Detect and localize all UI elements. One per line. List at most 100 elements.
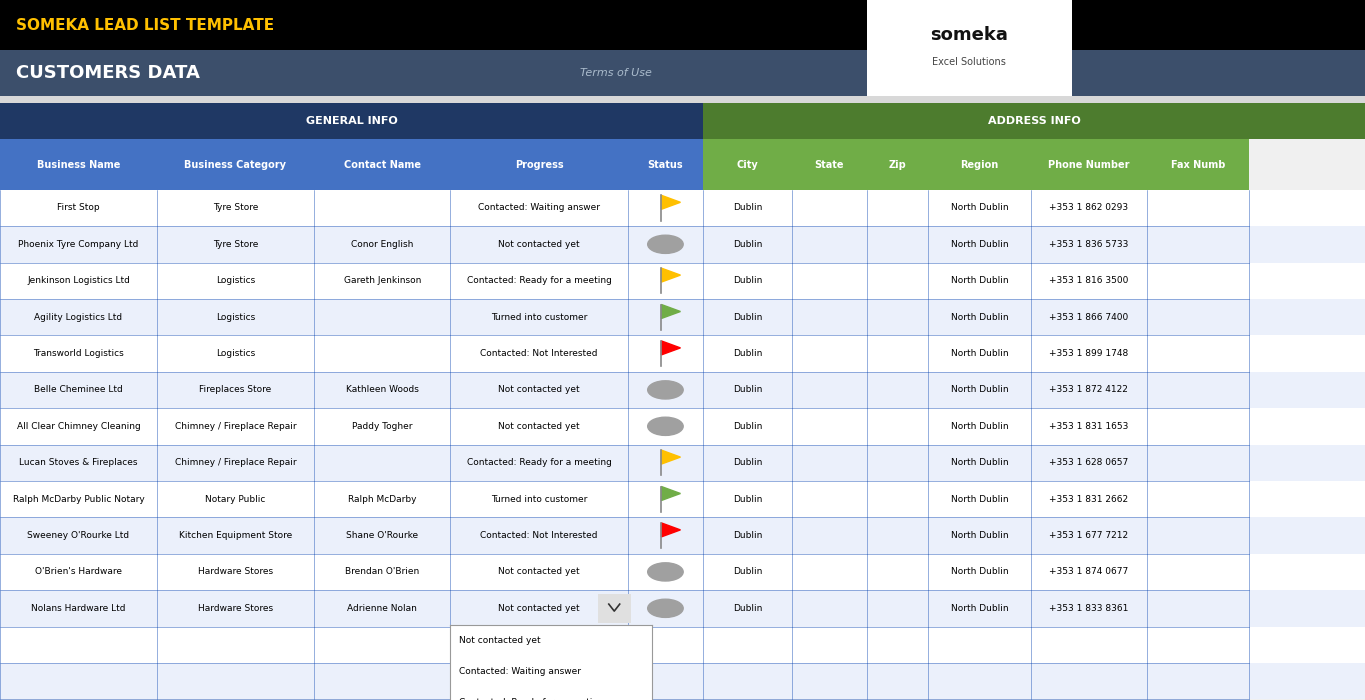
Text: Dublin: Dublin: [733, 276, 762, 285]
Text: City: City: [737, 160, 758, 169]
Text: Belle Cheminee Ltd: Belle Cheminee Ltd: [34, 386, 123, 394]
Polygon shape: [662, 195, 681, 209]
FancyBboxPatch shape: [0, 96, 1365, 103]
FancyBboxPatch shape: [867, 139, 928, 190]
Text: Region: Region: [960, 160, 999, 169]
Text: Kathleen Woods: Kathleen Woods: [345, 386, 419, 394]
Text: Contacted: Waiting answer: Contacted: Waiting answer: [459, 667, 580, 676]
FancyBboxPatch shape: [928, 139, 1031, 190]
Text: Not contacted yet: Not contacted yet: [498, 422, 580, 430]
FancyBboxPatch shape: [598, 594, 631, 623]
Text: Not contacted yet: Not contacted yet: [459, 636, 541, 645]
Text: Dublin: Dublin: [733, 204, 762, 212]
Text: Dublin: Dublin: [733, 386, 762, 394]
Text: Phone Number: Phone Number: [1048, 160, 1129, 169]
Text: Jenkinson Logistics Ltd: Jenkinson Logistics Ltd: [27, 276, 130, 285]
Polygon shape: [662, 486, 681, 500]
FancyBboxPatch shape: [0, 0, 1365, 50]
Text: +353 1 862 0293: +353 1 862 0293: [1050, 204, 1127, 212]
Text: Contacted: Ready for a meeting: Contacted: Ready for a meeting: [467, 276, 612, 285]
Text: Not contacted yet: Not contacted yet: [498, 386, 580, 394]
Text: Sweeney O'Rourke Ltd: Sweeney O'Rourke Ltd: [27, 531, 130, 540]
Text: North Dublin: North Dublin: [950, 422, 1009, 430]
Text: Contacted: Ready for a meeting: Contacted: Ready for a meeting: [459, 698, 603, 700]
Text: Tyre Store: Tyre Store: [213, 240, 258, 248]
Text: Nolans Hardware Ltd: Nolans Hardware Ltd: [31, 604, 126, 612]
Text: Ralph McDarby Public Notary: Ralph McDarby Public Notary: [12, 495, 145, 503]
Text: Conor English: Conor English: [351, 240, 414, 248]
Text: North Dublin: North Dublin: [950, 313, 1009, 321]
FancyBboxPatch shape: [703, 139, 792, 190]
Text: ADDRESS INFO: ADDRESS INFO: [988, 116, 1080, 126]
Text: CUSTOMERS DATA: CUSTOMERS DATA: [16, 64, 201, 82]
Text: +353 1 872 4122: +353 1 872 4122: [1050, 386, 1127, 394]
Text: Dublin: Dublin: [733, 604, 762, 612]
Text: Progress: Progress: [515, 160, 564, 169]
Text: Fax Numb: Fax Numb: [1171, 160, 1224, 169]
Text: Logistics: Logistics: [216, 276, 255, 285]
FancyBboxPatch shape: [628, 139, 703, 190]
Text: Hardware Stores: Hardware Stores: [198, 604, 273, 612]
Text: Shane O'Rourke: Shane O'Rourke: [347, 531, 418, 540]
Text: Logistics: Logistics: [216, 349, 255, 358]
Text: All Clear Chimney Cleaning: All Clear Chimney Cleaning: [16, 422, 141, 430]
Circle shape: [648, 599, 684, 617]
FancyBboxPatch shape: [0, 103, 703, 139]
FancyBboxPatch shape: [0, 517, 1365, 554]
Polygon shape: [662, 450, 681, 464]
Text: North Dublin: North Dublin: [950, 240, 1009, 248]
Text: Contact Name: Contact Name: [344, 160, 420, 169]
FancyBboxPatch shape: [157, 139, 314, 190]
Polygon shape: [662, 341, 681, 355]
Text: Not contacted yet: Not contacted yet: [498, 240, 580, 248]
Text: Business Category: Business Category: [184, 160, 287, 169]
Text: North Dublin: North Dublin: [950, 531, 1009, 540]
Text: Dublin: Dublin: [733, 349, 762, 358]
Text: GENERAL INFO: GENERAL INFO: [306, 116, 397, 126]
FancyBboxPatch shape: [0, 663, 1365, 699]
Text: Ralph McDarby: Ralph McDarby: [348, 495, 416, 503]
Text: Hardware Stores: Hardware Stores: [198, 568, 273, 576]
Text: Phoenix Tyre Company Ltd: Phoenix Tyre Company Ltd: [18, 240, 139, 248]
FancyBboxPatch shape: [0, 626, 1365, 663]
Text: North Dublin: North Dublin: [950, 458, 1009, 467]
Circle shape: [648, 381, 684, 399]
Circle shape: [648, 563, 684, 581]
Text: North Dublin: North Dublin: [950, 495, 1009, 503]
Text: Dublin: Dublin: [733, 240, 762, 248]
Text: Not contacted yet: Not contacted yet: [498, 604, 580, 612]
Text: +353 1 831 2662: +353 1 831 2662: [1050, 495, 1127, 503]
Text: North Dublin: North Dublin: [950, 204, 1009, 212]
Text: Business Name: Business Name: [37, 160, 120, 169]
FancyBboxPatch shape: [0, 408, 1365, 444]
FancyBboxPatch shape: [450, 625, 652, 700]
FancyBboxPatch shape: [0, 262, 1365, 299]
Text: Kitchen Equipment Store: Kitchen Equipment Store: [179, 531, 292, 540]
Text: Tyre Store: Tyre Store: [213, 204, 258, 212]
Text: Dublin: Dublin: [733, 313, 762, 321]
Text: Contacted: Ready for a meeting: Contacted: Ready for a meeting: [467, 458, 612, 467]
Text: Status: Status: [647, 160, 684, 169]
Text: Excel Solutions: Excel Solutions: [932, 57, 1006, 67]
Text: Not contacted yet: Not contacted yet: [498, 568, 580, 576]
Text: North Dublin: North Dublin: [950, 349, 1009, 358]
FancyBboxPatch shape: [0, 190, 1365, 226]
Text: State: State: [815, 160, 844, 169]
Text: First Stop: First Stop: [57, 204, 100, 212]
FancyBboxPatch shape: [703, 103, 1365, 139]
FancyBboxPatch shape: [0, 481, 1365, 517]
FancyBboxPatch shape: [1031, 139, 1147, 190]
Text: North Dublin: North Dublin: [950, 604, 1009, 612]
FancyBboxPatch shape: [867, 0, 1072, 96]
Text: Dublin: Dublin: [733, 422, 762, 430]
FancyBboxPatch shape: [450, 139, 628, 190]
Text: Paddy Togher: Paddy Togher: [352, 422, 412, 430]
Text: +353 1 899 1748: +353 1 899 1748: [1048, 349, 1129, 358]
Text: +353 1 836 5733: +353 1 836 5733: [1048, 240, 1129, 248]
Text: Contacted: Not Interested: Contacted: Not Interested: [480, 531, 598, 540]
FancyBboxPatch shape: [0, 299, 1365, 335]
Polygon shape: [662, 523, 681, 537]
Text: +353 1 874 0677: +353 1 874 0677: [1048, 568, 1129, 576]
Text: Dublin: Dublin: [733, 458, 762, 467]
FancyBboxPatch shape: [0, 50, 1365, 96]
